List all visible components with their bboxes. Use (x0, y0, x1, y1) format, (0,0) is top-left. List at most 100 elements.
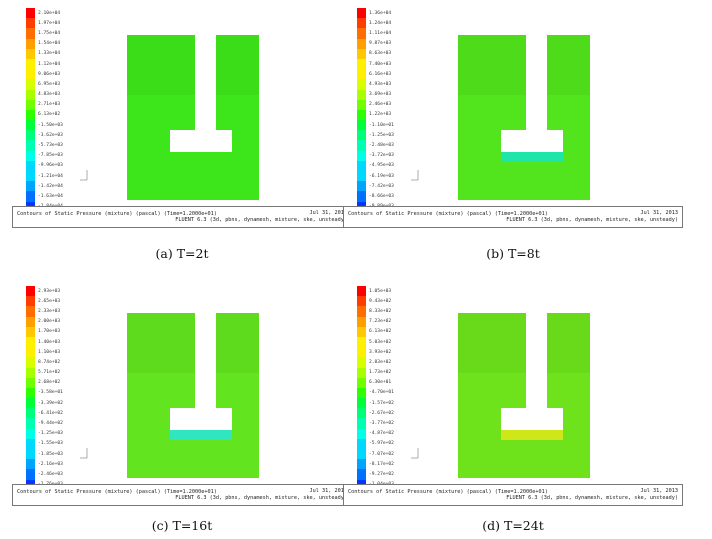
legend-value: -4.70e+01 (369, 390, 394, 396)
legend-value: 1.54e+04 (38, 41, 61, 47)
pool-region (170, 428, 232, 440)
legend-swatch (357, 398, 366, 409)
legend-swatch (357, 347, 366, 358)
info-title: Contours of Static Pressure (mixture) (p… (348, 489, 548, 495)
legend-swatch (26, 79, 35, 90)
legend-swatch (357, 418, 366, 429)
legend-swatch (357, 286, 366, 297)
legend-value: 2.93e+03 (38, 288, 61, 294)
legend-value: 2.46e+03 (369, 102, 392, 108)
legend-swatch (357, 130, 366, 141)
legend-swatch (357, 377, 366, 388)
legend-value: -6.41e+02 (38, 410, 63, 416)
legend-swatch (26, 347, 35, 358)
legend-row: 1.33e+04 (26, 48, 106, 59)
legend-value: -3.58e+01 (38, 390, 63, 396)
legend-row: 8.74e+02 (26, 357, 106, 368)
legend-swatch (357, 408, 366, 419)
legend-swatch (26, 418, 35, 429)
caption-a: (a) T=2t (155, 246, 209, 261)
legend-row: -2.16e+03 (26, 459, 106, 470)
fluid-domain (127, 313, 259, 478)
fluid-domain (458, 35, 590, 200)
legend-value: -1.42e+04 (38, 183, 63, 189)
legend-value: 2.71e+03 (38, 102, 61, 108)
legend-swatch (357, 99, 366, 110)
legend-value: 2.65e+03 (38, 298, 61, 304)
legend-row: -2.48e+03 (357, 140, 437, 151)
legend-value: -3.77e+02 (369, 421, 394, 427)
legend-row: 8.63e+03 (357, 48, 437, 59)
panel-a: 2.10e+04 1.97e+04 1.75e+04 1.54e+04 1.33e+04… (12, 0, 352, 228)
legend-swatch (357, 89, 366, 100)
legend-swatch (26, 171, 35, 182)
chamber-cutout (501, 130, 563, 152)
info-date: Jul 31, 2013 (309, 488, 347, 494)
legend-value: 9.87e+03 (369, 41, 392, 47)
slot-cutout (526, 35, 547, 135)
legend-row: 1.36e+04 (357, 8, 437, 19)
legend-value: 8.74e+02 (38, 359, 61, 365)
info-date: Jul 31, 2013 (309, 210, 347, 216)
legend-value: -1.25e+03 (369, 132, 394, 138)
legend-value: -1.57e+02 (369, 400, 394, 406)
legend-swatch (26, 367, 35, 378)
legend-value: 1.10e+03 (38, 349, 61, 355)
legend-value: 6.13e+02 (369, 329, 392, 335)
legend-swatch (357, 48, 366, 59)
legend-swatch (26, 459, 35, 470)
legend-row: -7.85e+03 (26, 150, 106, 161)
legend-row: 2.68e+02 (26, 377, 106, 388)
legend-row: -8.17e+02 (357, 459, 437, 470)
legend-value: 7.23e+02 (369, 319, 392, 325)
legend-row: 2.93e+03 (26, 286, 106, 297)
legend-row: -3.72e+03 (357, 150, 437, 161)
legend-value: 8.33e+02 (369, 308, 392, 314)
info-title: Contours of Static Pressure (mixture) (p… (17, 211, 217, 217)
panel-c: 2.93e+03 2.65e+03 2.33e+03 2.00e+03 1.70e+03… (12, 278, 352, 506)
legend-swatch (357, 58, 366, 70)
info-box: Contours of Static Pressure (mixture) (p… (343, 206, 683, 228)
caption-d: (d) T=24t (482, 518, 544, 533)
chamber-cutout (501, 408, 563, 430)
legend-swatch (26, 160, 35, 171)
legend-swatch (357, 79, 366, 90)
legend-row: -4.87e+02 (357, 428, 437, 439)
legend-row: 1.10e+03 (26, 347, 106, 358)
legend-row: -8.66e+03 (357, 191, 437, 202)
caption-b: (b) T=8t (486, 246, 540, 261)
legend-value: 2.00e+03 (38, 319, 61, 325)
legend-swatch (357, 387, 366, 399)
legend-value: 2.10e+04 (38, 10, 61, 16)
legend-swatch (357, 459, 366, 470)
legend-swatch (26, 428, 35, 439)
pressure-band (127, 35, 259, 95)
legend-swatch (26, 408, 35, 419)
info-title: Contours of Static Pressure (mixture) (p… (348, 211, 548, 217)
legend-row: -6.19e+03 (357, 171, 437, 182)
legend-row: -9.96e+03 (26, 160, 106, 171)
legend-row: -9.44e+02 (26, 418, 106, 429)
legend-value: -1.10e+01 (369, 122, 394, 128)
legend-row: -1.25e+03 (357, 130, 437, 141)
legend-value: -1.55e+03 (38, 441, 63, 447)
legend-swatch (26, 109, 35, 121)
legend-value: -9.27e+02 (369, 471, 394, 477)
chamber-cutout (170, 408, 232, 430)
legend-row: -2.46e+03 (26, 469, 106, 480)
legend-swatch (26, 377, 35, 388)
pressure-band (127, 313, 259, 373)
legend-value: 5.71e+02 (38, 370, 61, 376)
legend-row: 1.24e+04 (357, 18, 437, 29)
legend-swatch (26, 150, 35, 161)
legend-value: -1.50e+03 (38, 122, 63, 128)
legend-value: -5.97e+02 (369, 441, 394, 447)
legend-swatch (26, 48, 35, 59)
legend-swatch (357, 160, 366, 171)
legend-value: 5.03e+02 (369, 339, 392, 345)
contour-plot (411, 35, 590, 200)
legend-value: 1.40e+03 (38, 339, 61, 345)
legend-row: 1.73e+02 (357, 367, 437, 378)
legend-swatch (357, 357, 366, 368)
legend-row: 1.05e+03 (357, 286, 437, 297)
